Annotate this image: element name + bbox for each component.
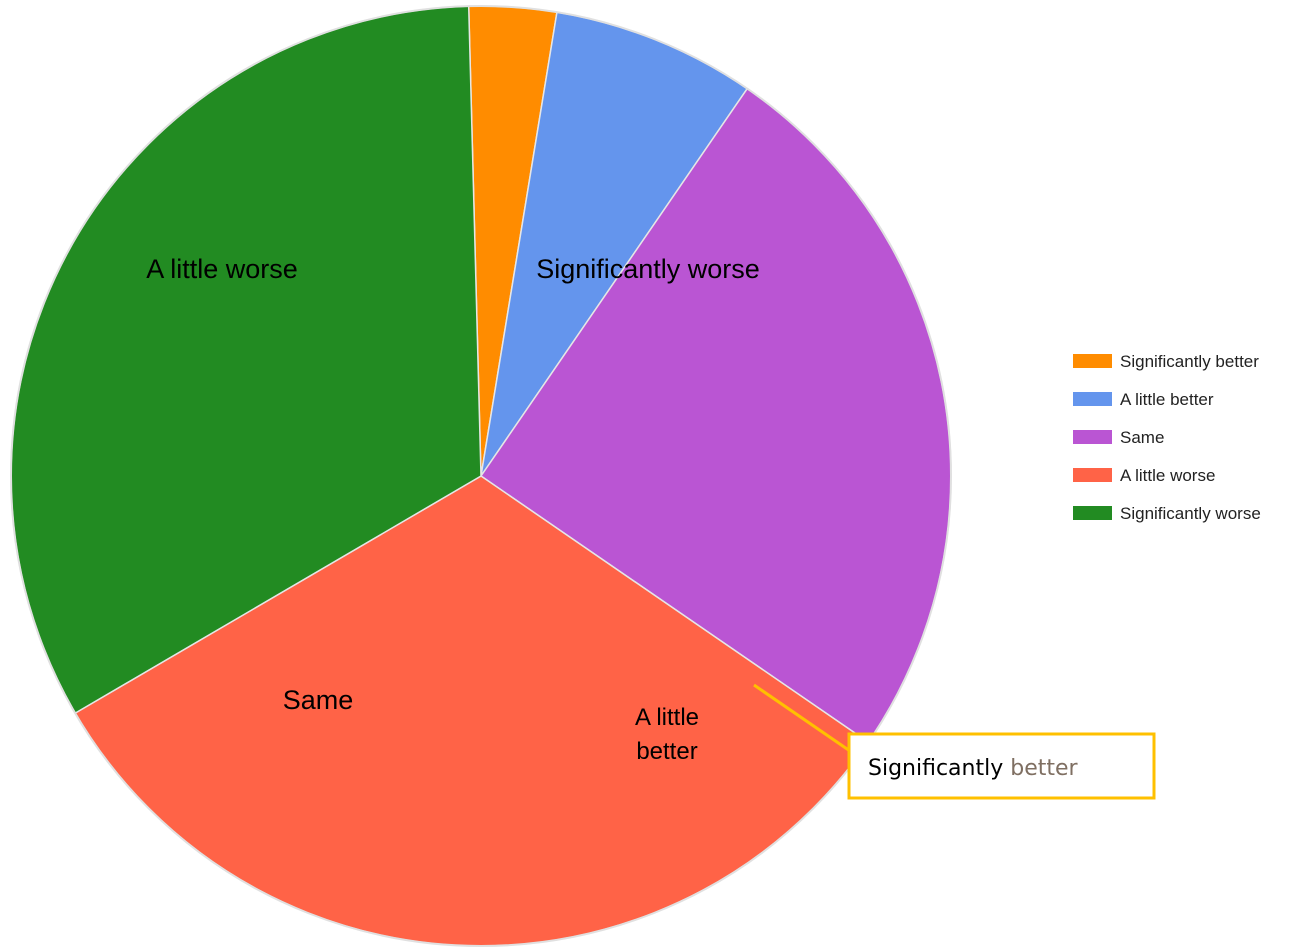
callout-text-part1: Significantly: [868, 756, 1010, 781]
legend-swatch-a-little-better: [1073, 392, 1112, 406]
legend-label-significantly-worse: Significantly worse: [1120, 504, 1261, 523]
slice-label-a-little-better-2: better: [636, 738, 697, 765]
callout-text-part2: better: [1010, 756, 1078, 781]
callout-box: [847, 732, 1156, 800]
legend: Significantly better A little better Same A…: [1073, 352, 1261, 523]
slice-label-same: Same: [283, 685, 354, 715]
legend-label-significantly-better: Significantly better: [1120, 352, 1259, 371]
legend-swatch-significantly-better: [1073, 354, 1112, 368]
pie-outline: [10, 5, 952, 947]
callout-leader-line: [753, 683, 851, 753]
pie-slice-labels: A little better Same A little worse Signific…: [146, 254, 760, 765]
callout: Significantly better: [753, 683, 1156, 800]
slice-label-significantly-worse: Significantly worse: [536, 254, 760, 284]
pie-slices: [10, 5, 952, 947]
slice-label-a-little-worse: A little worse: [146, 254, 298, 284]
callout-text: Significantly better: [868, 756, 1079, 781]
slice-label-a-little-better-1: A little: [635, 704, 699, 731]
legend-swatch-same: [1073, 430, 1112, 444]
legend-label-same: Same: [1120, 428, 1164, 447]
legend-label-a-little-better: A little better: [1120, 390, 1214, 409]
legend-label-a-little-worse: A little worse: [1120, 466, 1215, 485]
legend-swatch-significantly-worse: [1073, 506, 1112, 520]
legend-swatch-a-little-worse: [1073, 468, 1112, 482]
